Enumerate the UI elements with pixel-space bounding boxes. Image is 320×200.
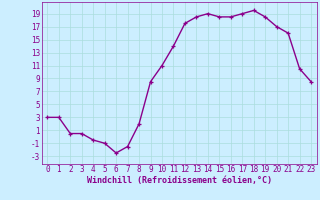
- X-axis label: Windchill (Refroidissement éolien,°C): Windchill (Refroidissement éolien,°C): [87, 176, 272, 185]
